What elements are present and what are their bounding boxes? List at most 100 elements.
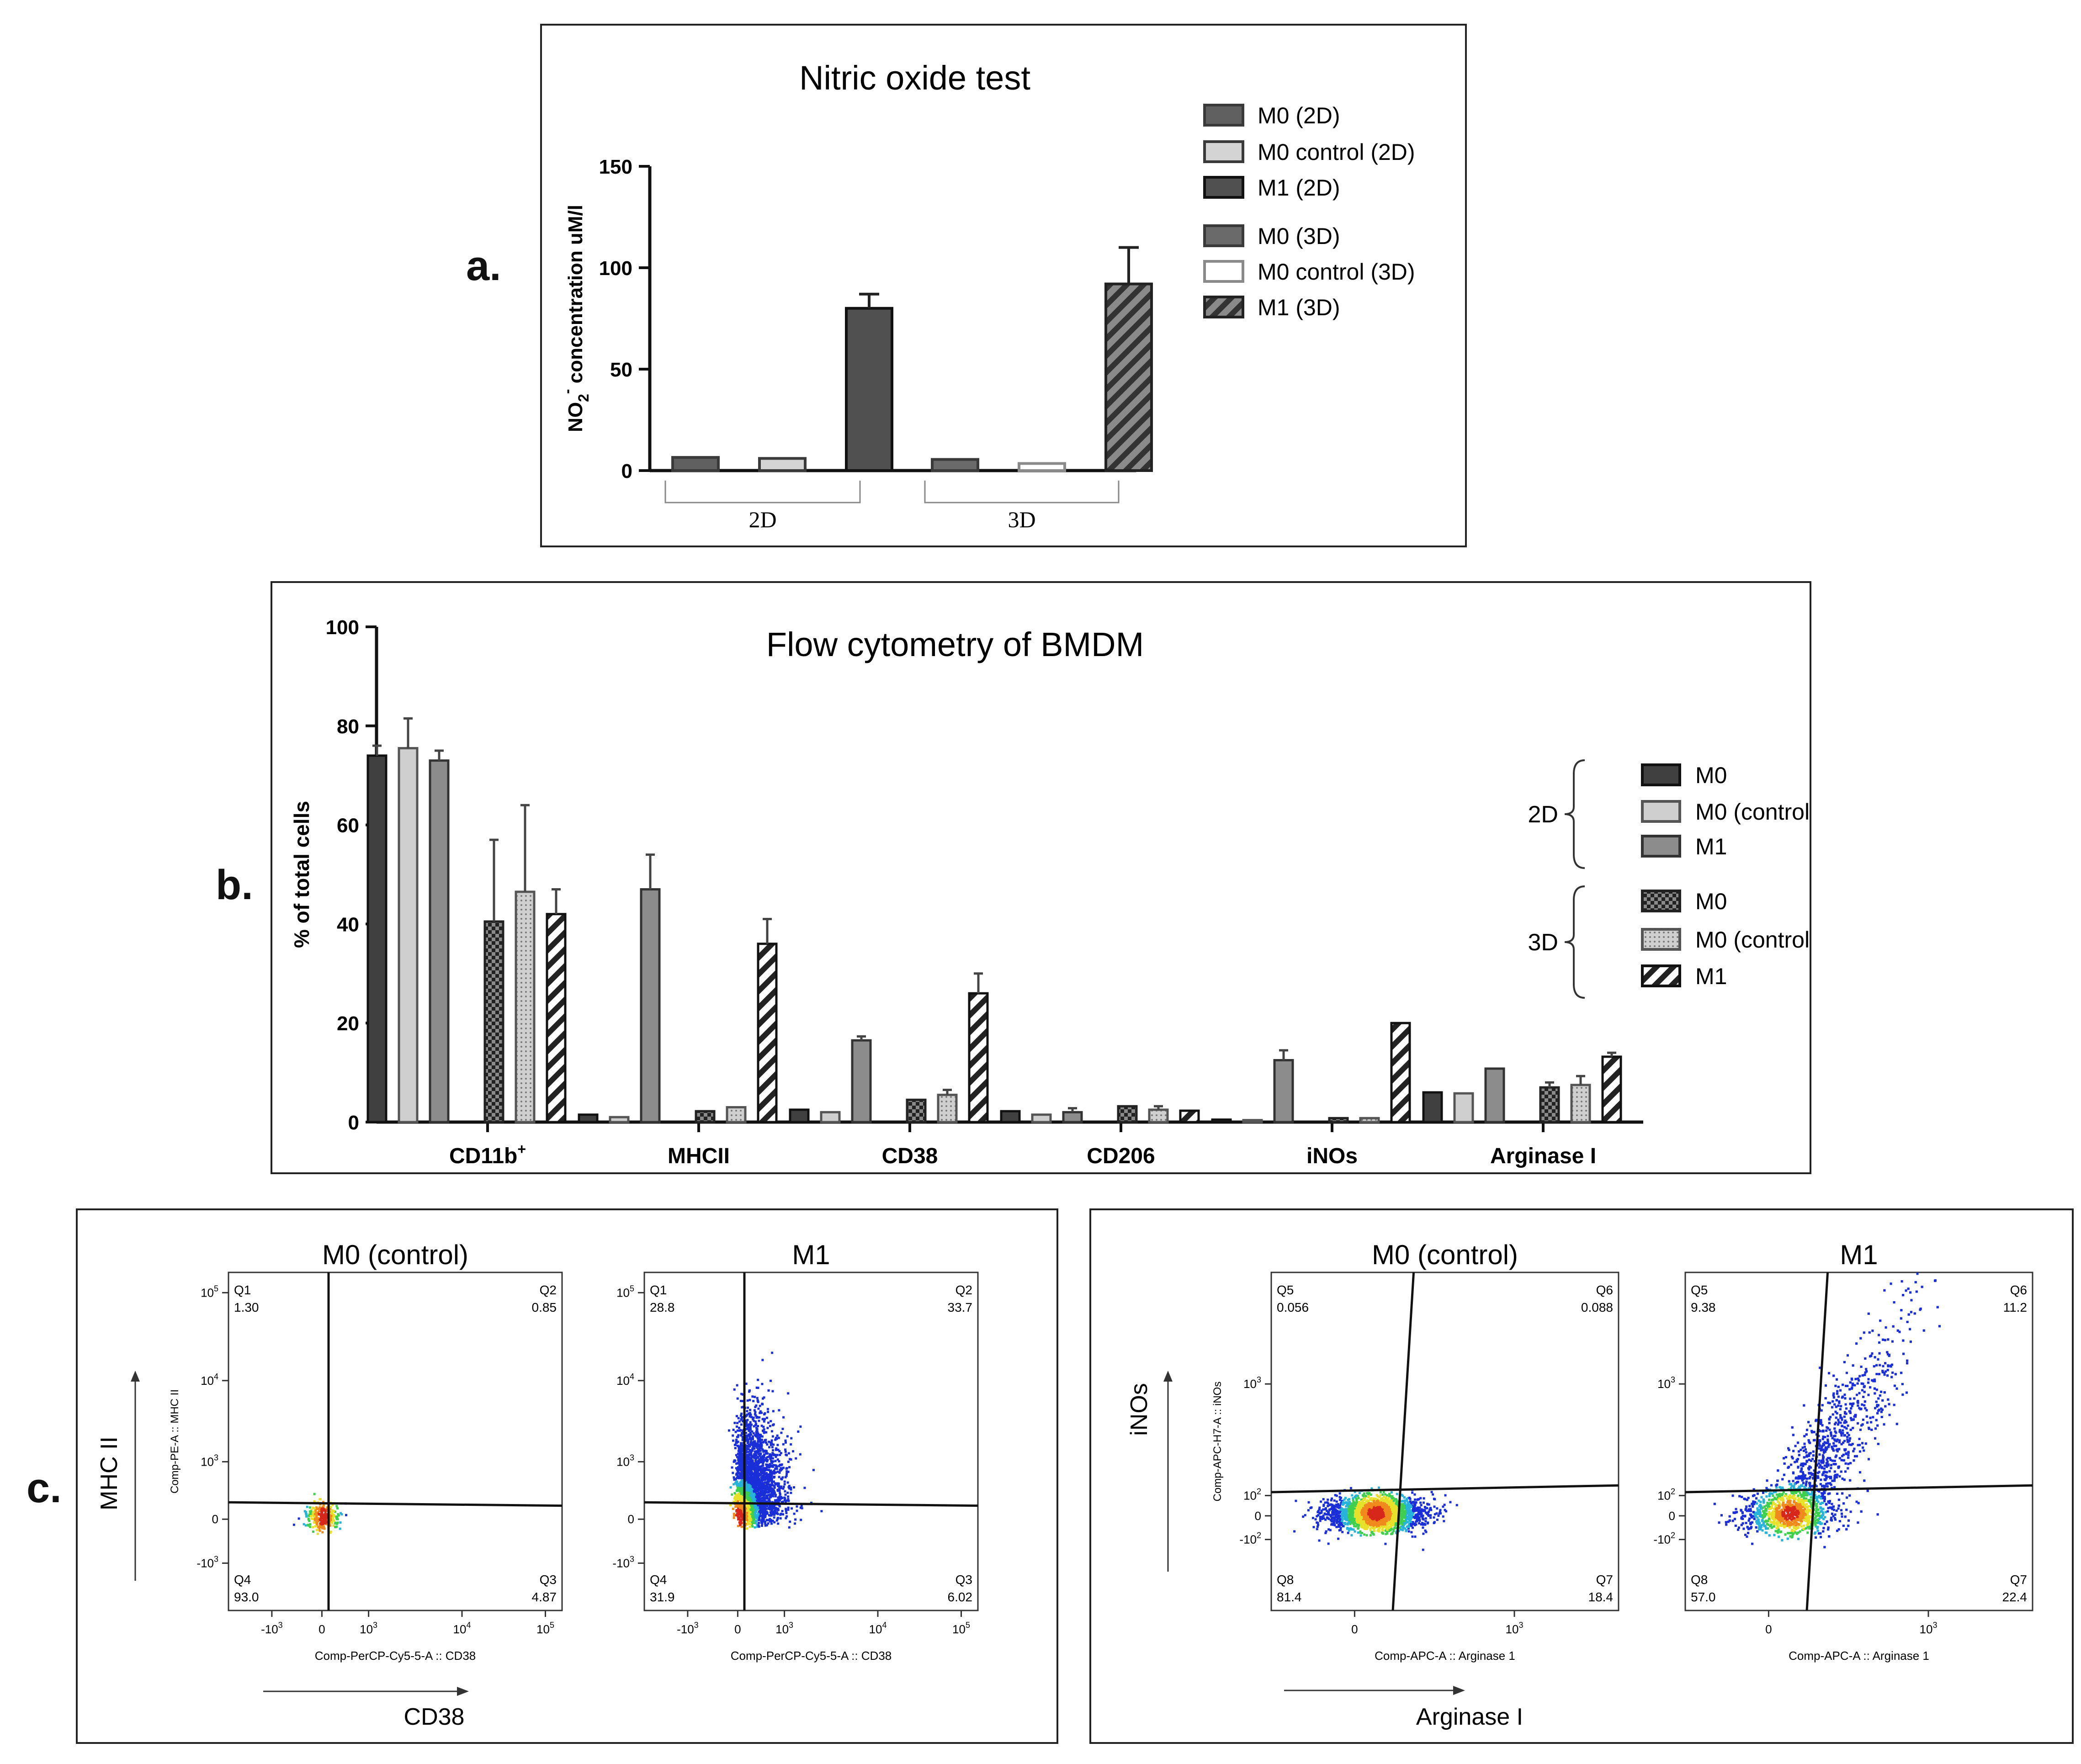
flow-event-dot — [1418, 1506, 1421, 1509]
flow-event-dot — [757, 1489, 759, 1491]
flow-event-dot — [761, 1477, 764, 1479]
chart-b-category-label: CD11b+ — [449, 1141, 526, 1168]
flow-event-dot — [784, 1448, 786, 1451]
flow-event-dot — [740, 1414, 743, 1417]
flow-event-dot — [754, 1486, 757, 1489]
flow-event-dot — [745, 1449, 748, 1452]
chart-a-legend-swatch — [1203, 260, 1244, 283]
flow-event-dot — [1384, 1499, 1387, 1501]
flow-quadrant-value: 93.0 — [234, 1590, 259, 1604]
chart-b-bar — [1062, 1111, 1083, 1123]
flow-event-dot — [733, 1421, 736, 1424]
chart-b-legend-label: M0 (control) — [1695, 927, 1810, 953]
chart-a-title: Nitric oxide test — [799, 59, 1030, 97]
flow-event-dot — [1341, 1531, 1344, 1533]
flow-event-dot — [1359, 1534, 1362, 1537]
flow-event-dot — [755, 1483, 758, 1486]
flow-event-dot — [754, 1396, 756, 1398]
flow-event-dot — [750, 1514, 753, 1517]
flow-event-dot — [773, 1486, 776, 1489]
flow-event-dot — [1357, 1508, 1359, 1510]
flow-event-dot — [1420, 1515, 1423, 1517]
flow-event-dot — [736, 1429, 739, 1432]
flow-event-dot — [754, 1473, 757, 1476]
flow-event-dot — [1327, 1502, 1330, 1505]
flow-quadrant-name: Q4 — [650, 1573, 667, 1587]
flow-plot-title: M0 (control) — [322, 1240, 468, 1270]
flow-event-dot — [761, 1359, 764, 1361]
flow-event-dot — [761, 1397, 764, 1400]
flow-quadrant-name: Q3 — [956, 1573, 972, 1587]
flow-event-dot — [751, 1447, 754, 1450]
flow-event-dot — [1332, 1507, 1335, 1510]
chart-b-ytick-label: 60 — [337, 815, 359, 837]
flow-event-dot — [753, 1518, 756, 1521]
flow-event-dot — [1385, 1533, 1387, 1536]
flow-event-dot — [746, 1523, 749, 1526]
flow-event-dot — [763, 1484, 766, 1487]
flow-event-dot — [1415, 1523, 1417, 1526]
flow-event-dot — [780, 1501, 783, 1504]
flow-event-dot — [1415, 1509, 1418, 1512]
flow-event-dot — [739, 1523, 742, 1526]
flow-event-dot — [769, 1425, 771, 1427]
flow-event-dot — [761, 1496, 764, 1499]
flow-event-dot — [764, 1418, 766, 1420]
flow-event-dot — [1383, 1499, 1386, 1501]
flow-event-dot — [749, 1511, 752, 1514]
flow-event-dot — [322, 1507, 325, 1510]
flow-event-dot — [308, 1513, 311, 1516]
flow-event-dot — [790, 1488, 792, 1491]
chart-b-bar — [968, 992, 989, 1123]
flow-event-dot — [773, 1492, 776, 1494]
flow-event-dot — [1396, 1493, 1398, 1495]
flow-event-dot — [767, 1389, 770, 1392]
flow-event-dot — [325, 1513, 328, 1516]
flow-event-dot — [745, 1505, 748, 1508]
flow-event-dot — [1399, 1522, 1402, 1525]
flow-event-dot — [1410, 1516, 1412, 1519]
flow-event-dot — [331, 1510, 334, 1512]
flow-event-dot — [782, 1416, 785, 1419]
flow-event-dot — [739, 1515, 742, 1517]
flow-event-dot — [762, 1487, 765, 1490]
flow-event-dot — [770, 1379, 772, 1382]
flow-event-dot — [1396, 1508, 1399, 1511]
chart-b-bar — [1148, 1108, 1169, 1123]
flow-event-dot — [1420, 1513, 1423, 1515]
flow-event-dot — [1413, 1493, 1416, 1496]
flow-event-dot — [757, 1451, 759, 1454]
flow-event-dot — [1391, 1509, 1394, 1512]
flow-event-dot — [1391, 1504, 1394, 1507]
flow-event-dot — [751, 1481, 754, 1483]
flow-event-dot — [759, 1468, 762, 1471]
chart-b-category-label: MHCII — [668, 1144, 730, 1168]
flow-event-dot — [305, 1515, 308, 1518]
flow-event-dot — [292, 1523, 295, 1526]
flow-event-dot — [765, 1494, 768, 1497]
flow-event-dot — [737, 1497, 740, 1500]
flow-event-dot — [318, 1513, 321, 1516]
flow-event-dot — [775, 1494, 777, 1496]
flow-event-dot — [745, 1462, 748, 1464]
flow-event-dot — [1408, 1513, 1411, 1516]
flow-event-dot — [741, 1463, 743, 1466]
flow-event-dot — [1443, 1504, 1446, 1506]
flow-event-dot — [735, 1483, 738, 1485]
flow-event-dot — [1304, 1514, 1306, 1516]
flow-event-dot — [787, 1461, 790, 1463]
flow-event-dot — [756, 1462, 759, 1464]
flow-event-dot — [757, 1508, 759, 1510]
flow-event-dot — [749, 1426, 752, 1429]
flow-xtick-label: 105 — [952, 1621, 970, 1636]
flow-event-dot — [768, 1504, 771, 1507]
chart-a-ytick-label: 150 — [599, 156, 632, 178]
flow-event-dot — [745, 1455, 748, 1457]
flow-event-dot — [760, 1506, 763, 1509]
flow-event-dot — [1383, 1522, 1386, 1525]
flow-event-dot — [755, 1451, 758, 1454]
flow-event-dot — [738, 1468, 741, 1471]
flow-event-dot — [312, 1526, 314, 1529]
